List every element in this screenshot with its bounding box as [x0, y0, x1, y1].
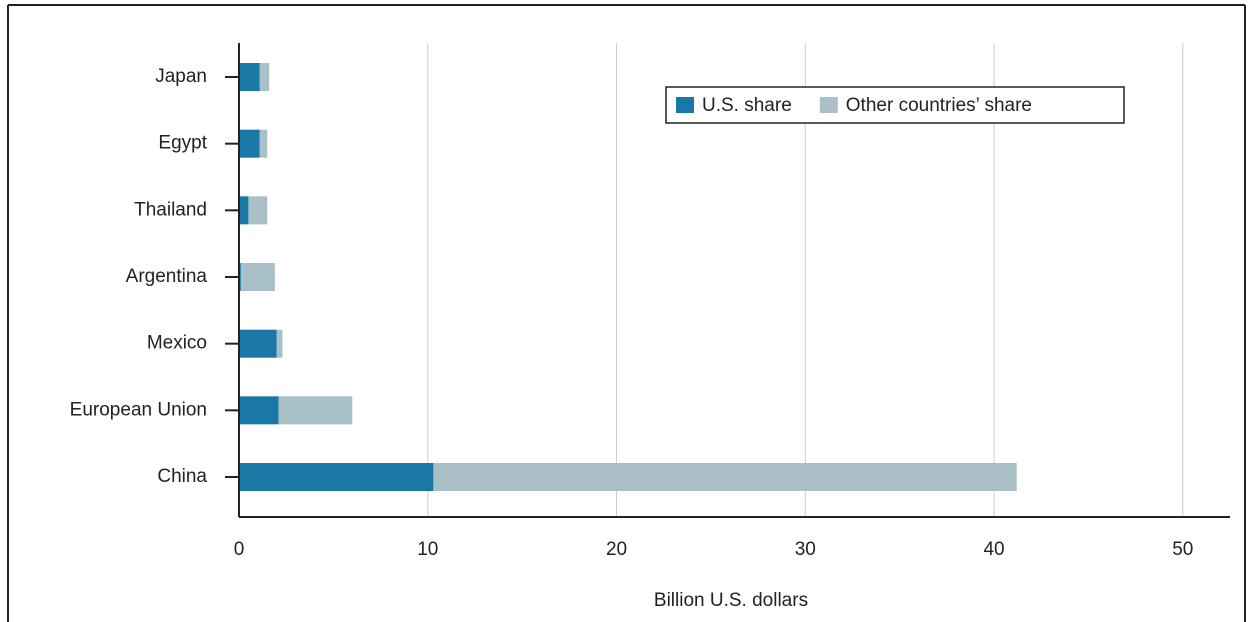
bar-segment	[248, 196, 268, 225]
bar-segment	[239, 196, 249, 225]
bar-segment	[433, 463, 1017, 491]
bar-segment	[239, 396, 279, 425]
bar-segment	[239, 329, 277, 358]
legend-swatch	[676, 97, 694, 113]
legend-swatch	[819, 97, 838, 113]
bar-segment	[276, 329, 283, 358]
y-tick-label: Japan	[155, 66, 207, 87]
x-axis-label: Billion U.S. dollars	[654, 590, 808, 611]
x-tick-label: 40	[983, 539, 1004, 560]
bar-segment	[259, 129, 268, 158]
bar-segment	[239, 463, 434, 491]
bar-segment	[239, 63, 260, 91]
x-tick-label: 30	[795, 539, 816, 560]
y-tick-label: China	[157, 466, 207, 487]
x-tick-label: 20	[606, 539, 627, 560]
bar-segment	[239, 129, 260, 158]
legend-box	[665, 86, 1125, 124]
bar-segment	[278, 396, 353, 425]
legend-label: Other countries’ share	[846, 95, 1032, 116]
y-tick-label: Mexico	[147, 333, 207, 354]
y-tick-label: Argentina	[126, 266, 208, 287]
y-tick-label: Egypt	[158, 133, 207, 154]
x-tick-label: 10	[417, 539, 438, 560]
x-tick-label: 0	[234, 539, 245, 560]
bar-segment	[259, 63, 270, 91]
x-tick-label: 50	[1172, 539, 1193, 560]
y-tick-label: European Union	[70, 399, 207, 420]
y-tick-label: Thailand	[134, 199, 207, 220]
bar-segment	[240, 263, 275, 291]
legend-label: U.S. share	[702, 95, 792, 116]
